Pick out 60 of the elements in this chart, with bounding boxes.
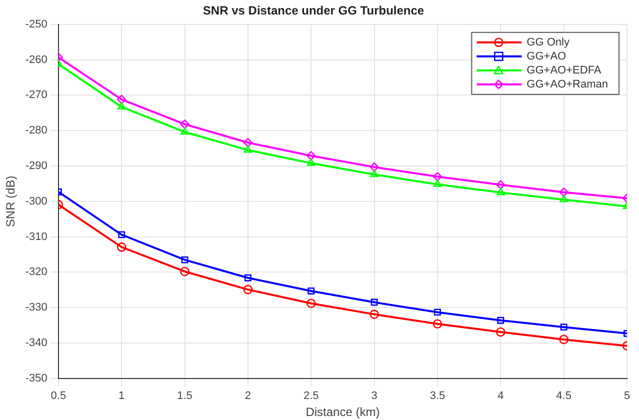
point	[560, 194, 568, 202]
point	[370, 310, 379, 319]
point	[244, 274, 252, 282]
legend-label: GG+AO+Raman	[526, 78, 608, 90]
x-tick-label: 4	[498, 390, 504, 402]
point	[370, 298, 378, 306]
y-tick-label: -280	[25, 124, 48, 137]
x-axis-title: Distance (km)	[306, 405, 380, 420]
x-tick-label: 3	[371, 390, 378, 402]
point	[559, 334, 568, 344]
point	[497, 316, 504, 324]
point	[432, 319, 442, 329]
x-tick-label: 3.5	[430, 390, 446, 402]
x-tick-label: 5	[624, 390, 630, 402]
point	[560, 324, 568, 331]
point	[180, 120, 190, 129]
point	[434, 308, 441, 316]
x-tick-label: 4.5	[556, 390, 572, 402]
point	[306, 151, 316, 160]
point	[432, 172, 442, 182]
point	[306, 298, 316, 308]
y-tick-label: -260	[25, 54, 48, 66]
x-tick-label: 0.5	[50, 390, 66, 402]
y-tick-label: -270	[25, 89, 48, 102]
y-tick-label: -300	[25, 195, 48, 208]
point	[118, 231, 126, 238]
legend-label: GG Only	[526, 36, 570, 48]
point	[244, 145, 252, 153]
point	[181, 256, 188, 264]
point	[559, 188, 568, 197]
point	[496, 327, 506, 337]
x-tick-label: 1	[118, 390, 125, 402]
y-tick-label: -250	[25, 18, 48, 30]
point	[180, 266, 190, 276]
point	[370, 170, 378, 178]
point	[243, 138, 253, 148]
x-tick-label: 2	[244, 390, 252, 402]
y-tick-label: -350	[25, 372, 48, 384]
point	[496, 188, 505, 196]
point	[308, 287, 315, 294]
point	[116, 94, 126, 104]
y-tick-label: -340	[25, 337, 48, 350]
legend-label: GG+AO	[526, 50, 567, 62]
y-tick-label: -320	[25, 266, 48, 278]
point	[116, 242, 126, 252]
legend-label: GG+AO+EDFA	[526, 64, 602, 76]
point	[370, 162, 379, 172]
point	[180, 127, 189, 135]
x-tick-label: 1.5	[177, 390, 192, 402]
y-tick-label: -290	[25, 160, 48, 172]
point	[117, 102, 126, 110]
point	[307, 158, 316, 166]
point	[496, 180, 506, 190]
y-tick-label: -330	[25, 302, 48, 314]
point	[433, 180, 442, 188]
point	[243, 284, 253, 294]
chart-title: SNR vs Distance under GG Turbulence	[202, 4, 424, 18]
y-axis-title: SNR (dB)	[4, 176, 18, 228]
y-tick-label: -310	[25, 230, 48, 243]
x-tick-label: 2.5	[303, 390, 319, 402]
